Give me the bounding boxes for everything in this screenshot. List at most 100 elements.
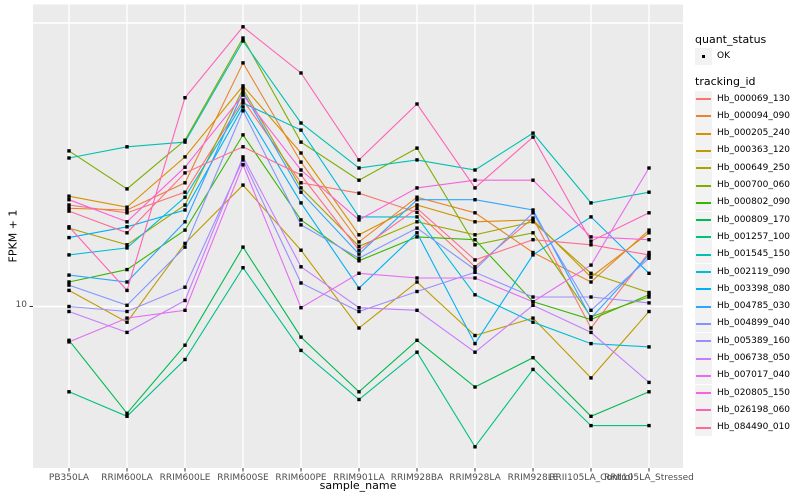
legend-key-line-icon: [696, 219, 711, 222]
data-point: [531, 208, 535, 212]
data-point: [473, 385, 477, 389]
data-point: [531, 295, 535, 299]
data-point: [299, 190, 303, 194]
data-point: [589, 423, 593, 428]
data-point: [299, 128, 303, 132]
data-point: [299, 348, 303, 353]
legend-key-line-icon: [696, 357, 711, 360]
data-point: [357, 215, 361, 219]
data-point: [299, 173, 303, 177]
data-point: [589, 295, 593, 299]
point-symbol-icon: [701, 54, 706, 59]
data-point: [357, 326, 361, 330]
data-point: [589, 414, 593, 418]
data-point: [67, 206, 71, 210]
data-point: [125, 208, 129, 212]
data-point: [473, 211, 477, 215]
data-point: [299, 151, 303, 155]
data-point: [473, 258, 477, 262]
legend-item-label: Hb_000205_240: [717, 128, 791, 139]
data-point: [415, 350, 419, 354]
data-point: [357, 271, 361, 275]
data-point: [357, 256, 361, 260]
data-point: [183, 343, 187, 347]
data-point: [647, 309, 651, 314]
data-point: [415, 210, 419, 214]
data-point: [473, 238, 477, 242]
legend-key-box: [695, 350, 712, 367]
data-point: [531, 300, 535, 304]
data-point: [241, 163, 245, 167]
data-point: [589, 316, 593, 320]
data-point: [67, 198, 71, 202]
data-point: [647, 290, 651, 295]
data-point: [357, 259, 361, 263]
data-point: [183, 165, 187, 169]
data-point: [125, 411, 129, 415]
data-point: [241, 93, 245, 97]
data-point: [67, 304, 71, 309]
data-point: [125, 225, 129, 229]
data-point: [183, 357, 187, 362]
data-point: [589, 243, 593, 247]
data-point: [299, 140, 303, 144]
data-point: [473, 233, 477, 237]
data-point: [241, 36, 245, 40]
data-point: [241, 25, 245, 29]
data-point: [299, 281, 303, 285]
data-point: [183, 220, 187, 224]
data-point: [531, 178, 535, 182]
data-point: [531, 320, 535, 324]
data-point: [589, 239, 593, 243]
data-point: [473, 270, 477, 274]
x-axis-title: sample_name: [319, 479, 397, 492]
data-point: [183, 245, 187, 249]
data-point: [67, 280, 71, 284]
data-point: [415, 146, 419, 150]
legend-key-box: [695, 142, 712, 160]
data-point: [125, 231, 129, 235]
data-point: [415, 280, 419, 284]
data-point: [241, 183, 245, 187]
data-point: [299, 248, 303, 252]
legend-key-line-icon: [696, 184, 711, 187]
data-point: [357, 178, 361, 182]
data-point: [125, 288, 129, 293]
data-point: [357, 286, 361, 290]
x-axis-tick-label: PB350LA: [48, 473, 90, 483]
data-point: [647, 293, 651, 297]
y-axis-title: FPKM + 1: [6, 209, 20, 263]
data-point: [647, 423, 651, 428]
data-point: [415, 289, 419, 294]
data-point: [589, 308, 593, 312]
data-point: [589, 330, 593, 335]
data-point: [125, 320, 129, 324]
legend-key-line-icon: [696, 167, 711, 170]
data-point: [241, 61, 245, 65]
data-point: [473, 445, 477, 449]
data-point: [357, 191, 361, 195]
data-point: [357, 244, 361, 248]
data-point: [67, 390, 71, 394]
data-point: [531, 253, 535, 257]
data-point: [125, 246, 129, 250]
legend-key-line-icon: [696, 115, 711, 118]
data-point: [647, 238, 651, 242]
data-point: [647, 390, 651, 394]
data-point: [473, 333, 477, 338]
data-point: [67, 340, 71, 344]
data-point: [647, 250, 651, 255]
data-point: [531, 231, 535, 235]
data-point: [183, 285, 187, 289]
data-point: [473, 265, 477, 269]
legend-item-label: Hb_007017_040: [717, 370, 791, 381]
legend-item-label: Hb_084490_010: [717, 422, 791, 433]
data-point: [183, 190, 187, 194]
data-point: [415, 195, 419, 199]
data-point: [415, 226, 419, 230]
data-point: [125, 280, 129, 284]
legend-item-label: Hb_003398_080: [717, 283, 791, 294]
data-point: [299, 160, 303, 164]
data-point: [415, 220, 419, 224]
data-point: [125, 414, 129, 418]
